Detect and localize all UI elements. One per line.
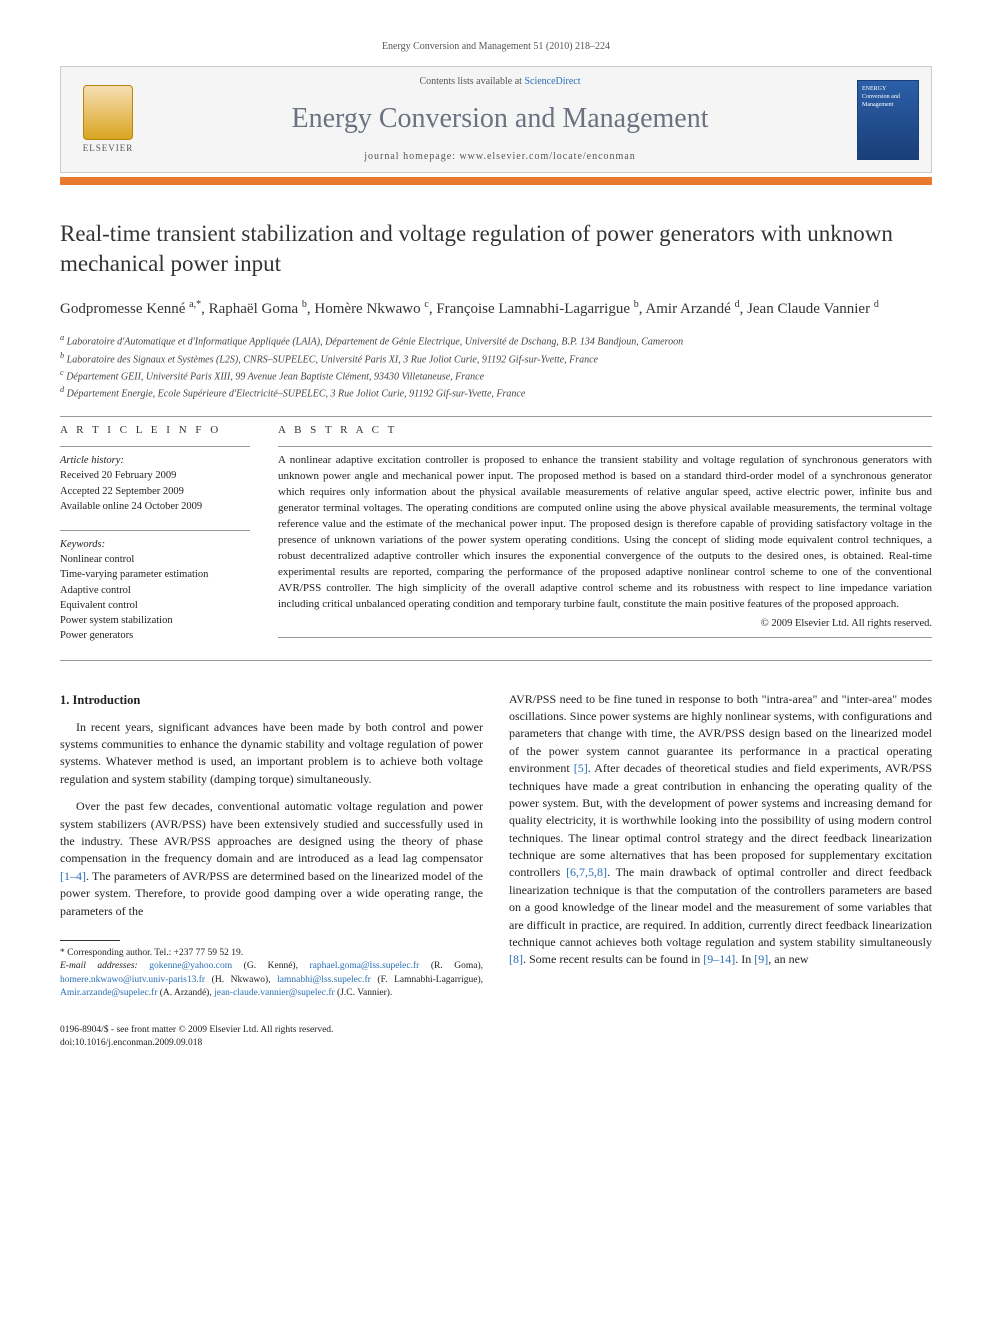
header-citation: Energy Conversion and Management 51 (201… [60,40,932,54]
elsevier-tree-icon [83,85,133,140]
journal-cover-thumb: ENERGY Conversion and Management [857,80,919,160]
left-column: 1. Introduction In recent years, signifi… [60,691,483,1051]
divider [60,446,250,447]
sciencedirect-link[interactable]: ScienceDirect [524,76,580,87]
journal-banner: ELSEVIER Contents lists available at Sci… [60,66,932,173]
accent-bar [60,177,932,185]
banner-center: Contents lists available at ScienceDirec… [159,75,841,164]
divider [278,637,932,638]
elsevier-logo: ELSEVIER [73,80,143,160]
history-line: Received 20 February 2009 [60,470,176,481]
history-line: Accepted 22 September 2009 [60,486,184,497]
keyword: Equivalent control [60,600,138,611]
body-para: Over the past few decades, conventional … [60,798,483,920]
body-para: In recent years, significant advances ha… [60,719,483,789]
article-info-heading: A R T I C L E I N F O [60,423,250,438]
doi-line: doi:10.1016/j.enconman.2009.09.018 [60,1037,483,1050]
article-title: Real-time transient stabilization and vo… [60,219,932,279]
history-label: Article history: [60,455,124,466]
abstract-text: A nonlinear adaptive excitation controll… [278,453,932,612]
keyword: Time-varying parameter estimation [60,569,208,580]
divider [278,446,932,447]
homepage-url: www.elsevier.com/locate/enconman [459,151,635,162]
keyword: Power generators [60,630,133,641]
corresponding-author: * Corresponding author. Tel.: +237 77 59… [60,947,483,960]
elsevier-text: ELSEVIER [83,142,134,155]
keyword: Adaptive control [60,585,131,596]
keywords-label: Keywords: [60,539,105,550]
section-heading: 1. Introduction [60,691,483,709]
cover-title: ENERGY Conversion and Management [862,86,900,109]
email-addresses: E-mail addresses: gokenne@yahoo.com (G. … [60,960,483,1000]
contents-line: Contents lists available at ScienceDirec… [159,75,841,89]
abstract-copyright: © 2009 Elsevier Ltd. All rights reserved… [278,617,932,632]
homepage-line: journal homepage: www.elsevier.com/locat… [159,150,841,164]
keyword: Power system stabilization [60,615,173,626]
history-line: Available online 24 October 2009 [60,501,202,512]
abstract-heading: A B S T R A C T [278,423,932,438]
divider [60,416,932,417]
article-history: Article history: Received 20 February 20… [60,453,250,514]
divider [60,660,932,661]
body-para: AVR/PSS need to be fine tuned in respons… [509,691,932,969]
affiliations: a Laboratoire d'Automatique et d'Informa… [60,332,932,401]
journal-name: Energy Conversion and Management [159,99,841,138]
abstract-column: A B S T R A C T A nonlinear adaptive exc… [278,423,932,660]
divider [60,530,250,531]
footer-block: 0196-8904/$ - see front matter © 2009 El… [60,1024,483,1051]
body-two-column: 1. Introduction In recent years, signifi… [60,691,932,1051]
authors: Godpromesse Kenné a,*, Raphaël Goma b, H… [60,297,932,321]
footnote-separator [60,940,120,941]
front-matter-line: 0196-8904/$ - see front matter © 2009 El… [60,1024,483,1037]
keywords-block: Keywords: Nonlinear control Time-varying… [60,537,250,644]
homepage-prefix: journal homepage: [364,151,459,162]
right-column: AVR/PSS need to be fine tuned in respons… [509,691,932,1051]
article-info-column: A R T I C L E I N F O Article history: R… [60,423,250,660]
contents-prefix: Contents lists available at [419,76,524,87]
keyword: Nonlinear control [60,554,134,565]
footnotes: * Corresponding author. Tel.: +237 77 59… [60,947,483,1000]
